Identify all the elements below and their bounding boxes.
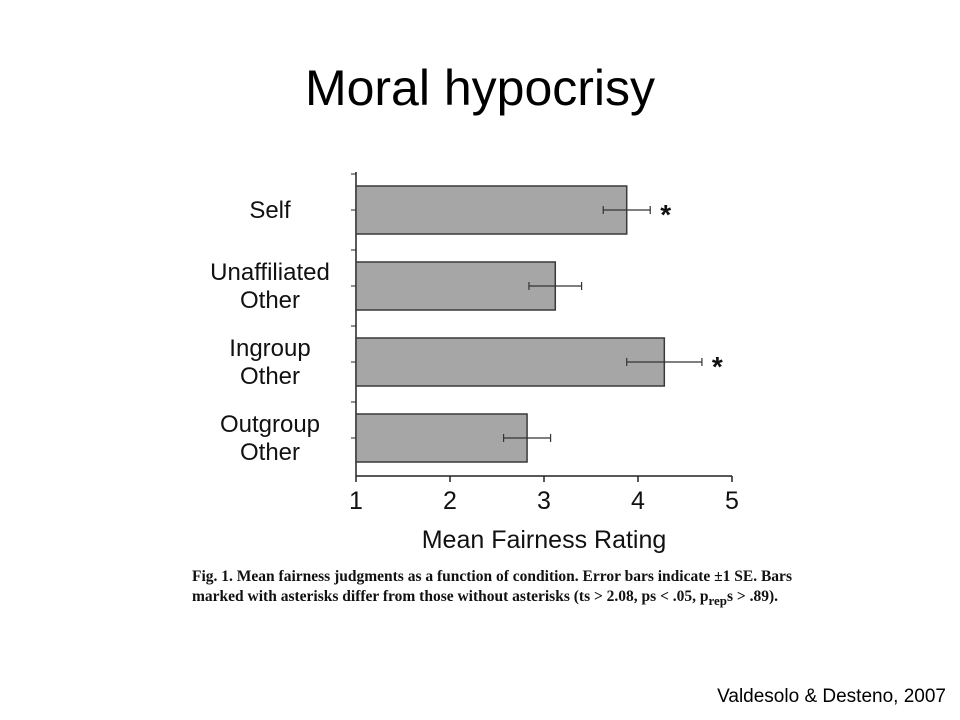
category-label: Outgroup Other (220, 411, 320, 466)
x-tick-label: 4 (631, 487, 645, 515)
x-tick-label: 1 (349, 487, 363, 515)
bar (355, 413, 528, 463)
significance-asterisk: * (712, 351, 723, 382)
chart-bars (355, 185, 703, 463)
x-tick-label: 5 (725, 487, 739, 515)
category-label: Unaffiliated Other (210, 259, 330, 314)
category-label-line: Other (240, 287, 300, 314)
category-label: Ingroup Other (229, 335, 310, 390)
chart-labels: 1 2 3 4 5 Mean Fairness Rating * Self Unaffiliat… (210, 197, 739, 554)
category-label-line: Other (240, 439, 300, 466)
slide-title: Moral hypocrisy (304, 60, 656, 116)
x-tick-label: 2 (443, 487, 457, 515)
citation: Valdesolo & Desteno, 2007 (717, 686, 946, 707)
caption-label: Fig. 1. (192, 568, 233, 585)
bar (355, 337, 666, 387)
category-label-line: Outgroup (220, 411, 320, 438)
category-label-line: Ingroup (229, 335, 310, 362)
x-axis-label: Mean Fairness Rating (422, 526, 667, 554)
category-label-line: Self (249, 197, 291, 224)
x-tick-label: 3 (537, 487, 551, 515)
caption-text: Mean fairness judgments as a function of… (192, 568, 792, 609)
significance-asterisk: * (660, 199, 671, 230)
bar (355, 185, 628, 235)
category-label-line: Unaffiliated (210, 259, 330, 286)
fairness-bar-chart: 1 2 3 4 5 Mean Fairness Rating * Self Unaffiliat… (210, 172, 739, 554)
caption-subscript: rep (708, 593, 727, 609)
bar (355, 261, 557, 311)
category-label: Self (249, 197, 291, 224)
figure-caption: Fig. 1. Mean fairness judgments as a fun… (192, 567, 792, 611)
category-label-line: Other (240, 363, 300, 390)
